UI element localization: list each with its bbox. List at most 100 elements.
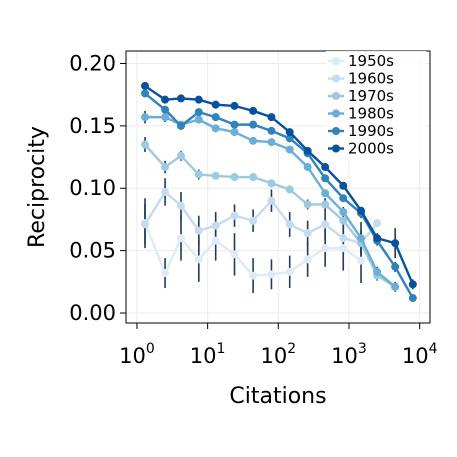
data-point bbox=[194, 115, 203, 124]
data-point bbox=[357, 206, 366, 215]
data-point bbox=[339, 244, 348, 253]
data-point bbox=[339, 181, 348, 190]
legend-background bbox=[326, 51, 426, 160]
legend-swatch-marker bbox=[332, 74, 340, 83]
data-point bbox=[267, 113, 276, 122]
data-point bbox=[285, 220, 294, 229]
legend-label: 1970s bbox=[348, 87, 394, 105]
x-tick-base: 10 bbox=[402, 344, 429, 368]
legend-label: 1990s bbox=[348, 122, 394, 140]
data-point bbox=[177, 121, 186, 130]
data-point bbox=[211, 171, 220, 180]
legend-label: 1960s bbox=[348, 70, 394, 88]
data-point bbox=[373, 219, 382, 228]
data-point bbox=[230, 173, 239, 182]
data-point bbox=[373, 234, 382, 243]
data-point bbox=[249, 120, 258, 129]
data-point bbox=[303, 229, 312, 238]
legend-label: 1980s bbox=[348, 105, 394, 123]
data-point bbox=[267, 138, 276, 147]
series-line bbox=[144, 92, 414, 299]
data-point bbox=[161, 187, 170, 196]
data-point bbox=[211, 100, 220, 109]
x-tick-label: 104 bbox=[402, 341, 438, 368]
data-point bbox=[321, 163, 330, 172]
x-tick-base: 10 bbox=[190, 344, 217, 368]
y-tick-label: 0.15 bbox=[69, 114, 116, 138]
data-point bbox=[230, 211, 239, 220]
legend-label: 2000s bbox=[348, 140, 394, 158]
y-tick-label: 0.05 bbox=[69, 239, 116, 263]
data-point bbox=[161, 105, 170, 114]
data-point bbox=[321, 200, 330, 209]
data-point bbox=[408, 280, 417, 289]
data-point bbox=[267, 126, 276, 135]
data-point bbox=[211, 236, 220, 245]
data-point bbox=[357, 234, 366, 243]
data-point bbox=[339, 194, 348, 203]
data-point bbox=[194, 226, 203, 235]
data-point bbox=[267, 179, 276, 188]
y-tick-label: 0.00 bbox=[69, 301, 116, 325]
data-point bbox=[249, 216, 258, 225]
series-line bbox=[144, 84, 414, 285]
x-tick-exponent: 4 bbox=[429, 341, 438, 357]
data-point bbox=[303, 255, 312, 264]
data-point bbox=[161, 269, 170, 278]
y-tick-label: 0.10 bbox=[69, 176, 116, 200]
data-point bbox=[141, 89, 150, 98]
data-point bbox=[373, 267, 382, 276]
data-point bbox=[211, 221, 220, 230]
legend-swatch-marker bbox=[332, 57, 340, 65]
data-point bbox=[211, 124, 220, 133]
data-point bbox=[194, 108, 203, 117]
data-point bbox=[303, 200, 312, 209]
legend-label: 1950s bbox=[348, 52, 394, 70]
data-point bbox=[339, 234, 348, 243]
y-tick-label: 0.20 bbox=[69, 51, 116, 75]
x-tick-base: 10 bbox=[260, 344, 287, 368]
x-tick-exponent: 2 bbox=[287, 341, 296, 357]
data-point bbox=[391, 262, 400, 271]
data-point bbox=[177, 94, 186, 103]
data-point bbox=[161, 113, 170, 122]
data-point bbox=[391, 239, 400, 248]
data-point bbox=[321, 189, 330, 198]
data-point bbox=[267, 270, 276, 279]
data-point bbox=[285, 145, 294, 154]
data-point bbox=[321, 244, 330, 253]
data-point bbox=[177, 201, 186, 210]
series-line bbox=[144, 143, 396, 288]
y-axis-label: Reciprocity bbox=[25, 126, 50, 248]
data-point bbox=[249, 173, 258, 182]
data-point bbox=[141, 81, 150, 90]
x-tick-exponent: 3 bbox=[358, 341, 367, 357]
legend-swatch-marker bbox=[332, 92, 340, 100]
x-tick-exponent: 1 bbox=[217, 341, 226, 357]
data-point bbox=[230, 250, 239, 259]
series-lines bbox=[141, 81, 417, 303]
data-point bbox=[285, 185, 294, 194]
data-point bbox=[249, 271, 258, 280]
data-point bbox=[194, 255, 203, 264]
data-point bbox=[285, 128, 294, 137]
x-tick-base: 10 bbox=[119, 344, 146, 368]
data-point bbox=[161, 95, 170, 104]
data-point bbox=[161, 163, 170, 172]
data-point bbox=[177, 234, 186, 243]
x-tick-exponent: 0 bbox=[146, 341, 155, 357]
data-point bbox=[321, 220, 330, 229]
legend-swatch-marker bbox=[332, 144, 340, 153]
data-point bbox=[194, 95, 203, 104]
data-point bbox=[230, 101, 239, 110]
data-point bbox=[141, 113, 150, 122]
series-2000s bbox=[141, 81, 417, 289]
data-point bbox=[408, 294, 417, 303]
data-point bbox=[357, 256, 366, 265]
data-point bbox=[249, 136, 258, 145]
data-point bbox=[267, 196, 276, 205]
data-point bbox=[303, 146, 312, 155]
